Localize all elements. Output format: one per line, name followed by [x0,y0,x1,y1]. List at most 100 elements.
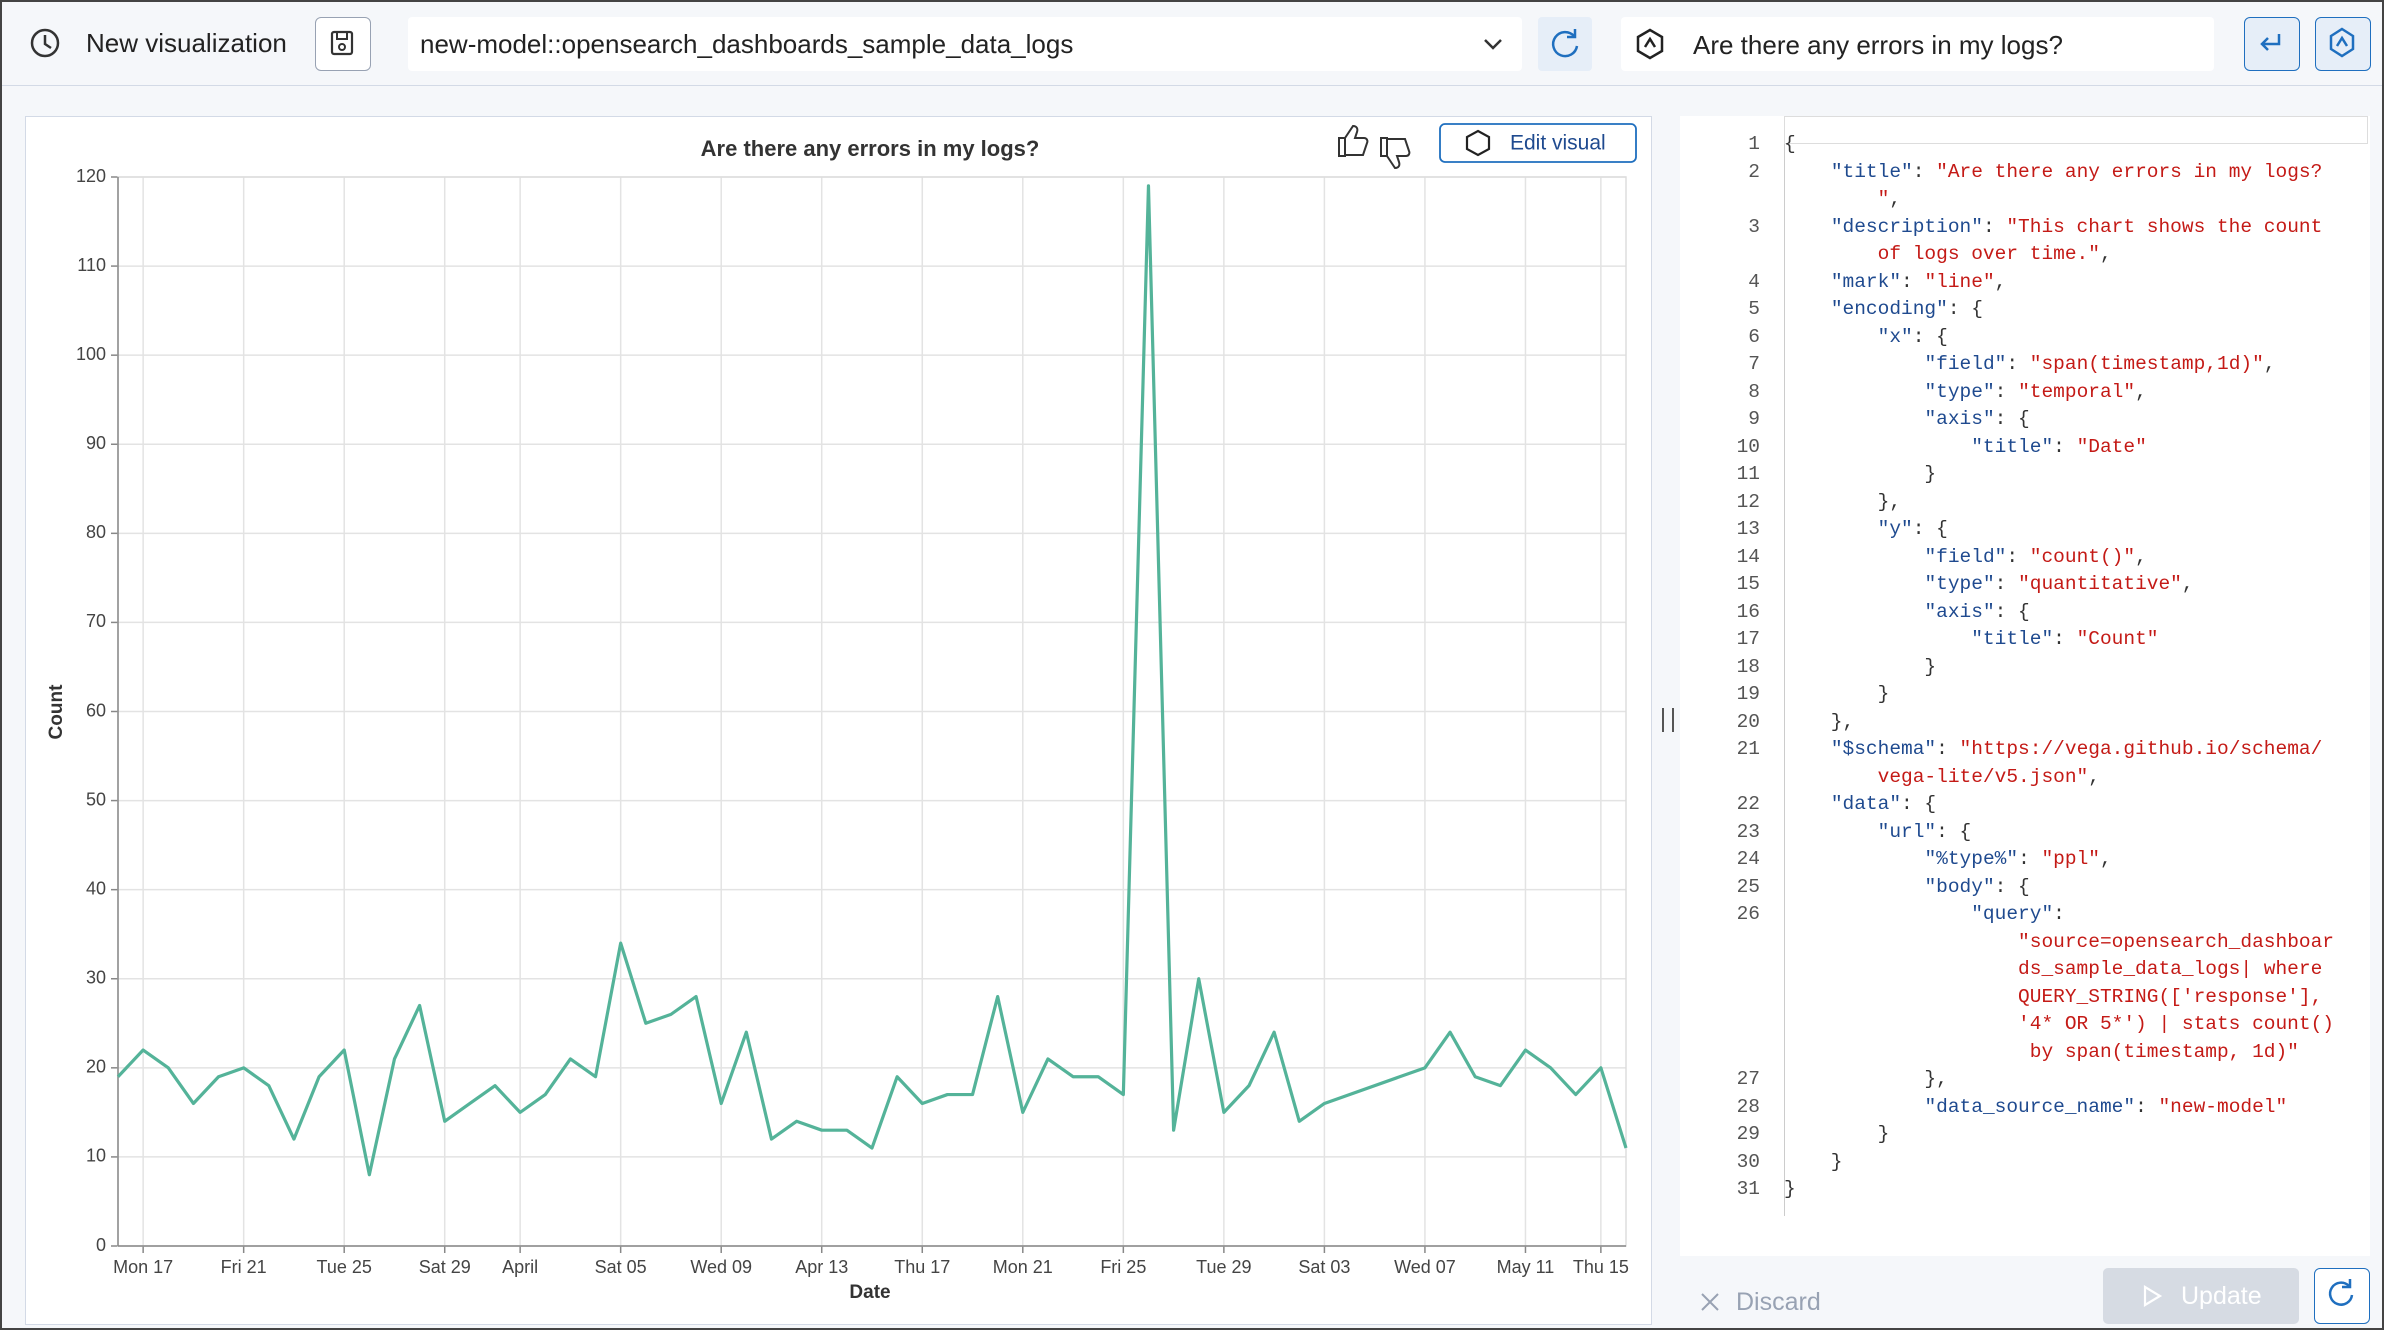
line-number: 6 [1748,325,1760,348]
x-tick-label: Mon 21 [993,1257,1053,1277]
y-tick-label: 40 [86,878,106,898]
x-tick-label: Sat 05 [595,1257,647,1277]
code-text: '4* OR 5*') | stats count() [1784,1013,2334,1035]
x-tick-label: Wed 07 [1394,1257,1456,1277]
discard-button[interactable]: Discard [1736,1288,1821,1316]
refresh-button[interactable] [1538,17,1592,71]
code-text: "encoding": { [1830,298,1983,320]
code-editor[interactable]: 1{2 "title": "Are there any errors in my… [1680,116,2370,1256]
x-tick-label: Wed 09 [690,1257,752,1277]
line-number: 12 [1736,490,1760,513]
x-tick-label: Sat 29 [419,1257,471,1277]
code-row: 11 } [1680,460,2370,488]
code-row: 25 "body": { [1680,873,2370,901]
code-text: { [1784,133,1796,155]
y-tick-label: 80 [86,522,106,542]
chart-title: Are there any errors in my logs? [701,136,1040,161]
update-button[interactable]: Update [2103,1268,2299,1324]
code-text: "data_source_name": "new-model" [1924,1095,2288,1118]
y-tick-label: 0 [96,1235,106,1255]
assistant-icon [1636,28,1664,60]
code-text: "type": "temporal", [1924,380,2147,403]
assistant-button[interactable] [2315,17,2371,71]
code-row: ds_sample_data_logs| where [1680,955,2370,983]
code-text: vega-lite/v5.json", [1784,765,2100,788]
y-axis-title: Count [46,684,67,740]
code-row: of logs over time.", [1680,240,2370,268]
code-row: 6 "x": { [1680,323,2370,351]
x-tick-label: Apr 13 [795,1257,848,1277]
code-text: "y": { [1877,518,1948,540]
question-input[interactable]: Are there any errors in my logs? [1621,17,2214,71]
line-number: 4 [1748,270,1760,293]
code-text: } [1784,655,1937,678]
chart-panel [25,116,1652,1325]
code-row: QUERY_STRING(['response'], [1680,983,2370,1011]
code-row: 5 "encoding": { [1680,295,2370,323]
code-text: ds_sample_data_logs| where [1784,958,2323,980]
line-number: 21 [1736,738,1760,760]
line-number: 10 [1736,435,1760,458]
thumbs-down[interactable] [1380,137,1411,170]
code-row: 31} [1680,1175,2370,1203]
code-text: QUERY_STRING(['response'], [1784,985,2323,1008]
x-tick-label: April [502,1257,538,1277]
line-number: 9 [1748,408,1760,430]
code-text: }, [1784,1068,1948,1090]
y-tick-label: 50 [86,789,106,809]
code-text: "description": "This chart shows the cou… [1830,215,2323,238]
line-number: 14 [1736,545,1760,568]
dataset-select[interactable]: new-model::opensearch_dashboards_sample_… [408,17,1522,71]
line-number: 17 [1736,628,1760,650]
line-number: 5 [1748,298,1760,320]
code-text: "source=opensearch_dashboar [2018,930,2334,953]
y-tick-label: 60 [86,700,106,720]
line-number: 16 [1736,600,1760,623]
line-number: 18 [1736,655,1760,678]
data-line [116,184,1628,1177]
line-number: 15 [1736,573,1760,595]
code-row: 24 "%type%": "ppl", [1680,845,2370,873]
x-tick-label: May 11 [1497,1257,1555,1277]
code-text: "field": "count()", [1924,545,2147,568]
code-row: 19 } [1680,680,2370,708]
line-number: 26 [1736,903,1760,925]
history-icon[interactable] [28,26,62,60]
code-row: 1{ [1680,130,2370,158]
code-text: "title": "Date" [1971,435,2147,458]
splitter[interactable] [1662,708,1674,732]
y-tick-label: 120 [76,166,106,186]
y-tick-label: 30 [86,968,106,988]
line-number: 31 [1736,1178,1760,1200]
code-row: 26 "query": [1680,900,2370,928]
line-number: 25 [1736,875,1760,898]
code-row: 8 "type": "temporal", [1680,378,2370,406]
code-row: 16 "axis": { [1680,598,2370,626]
save-button[interactable] [315,17,371,71]
line-number: 19 [1736,683,1760,705]
x-tick-label: Thu 15 [1573,1257,1629,1277]
code-text: "$schema": "https://vega.github.io/schem… [1830,738,2323,760]
code-text: "url": { [1877,820,1972,843]
line-number: 2 [1748,160,1760,183]
edit-visual-button[interactable] [1439,123,1637,163]
active-line [1784,116,2368,144]
code-row: 4 "mark": "line", [1680,268,2370,296]
line-number: 20 [1736,710,1760,733]
code-row: ", [1680,185,2370,213]
code-row: 29 } [1680,1120,2370,1148]
page-title: New visualization [86,28,287,58]
discard-icon [1701,1293,1719,1311]
x-tick-label: Fri 21 [221,1257,267,1277]
code-text: of logs over time.", [1784,243,2112,265]
submit-button[interactable] [2244,17,2300,71]
reset-button[interactable] [2314,1268,2370,1324]
code-row: 9 "axis": { [1680,405,2370,433]
code-text: } [1784,1123,1890,1145]
thumbs-up[interactable] [1338,124,1369,157]
code-text: "%type%": "ppl", [1924,848,2112,870]
code-row: '4* OR 5*') | stats count() [1680,1010,2370,1038]
code-text: "field": "span(timestamp,1d)", [1924,353,2276,375]
edit-visual-label: Edit visual [1510,132,1606,155]
